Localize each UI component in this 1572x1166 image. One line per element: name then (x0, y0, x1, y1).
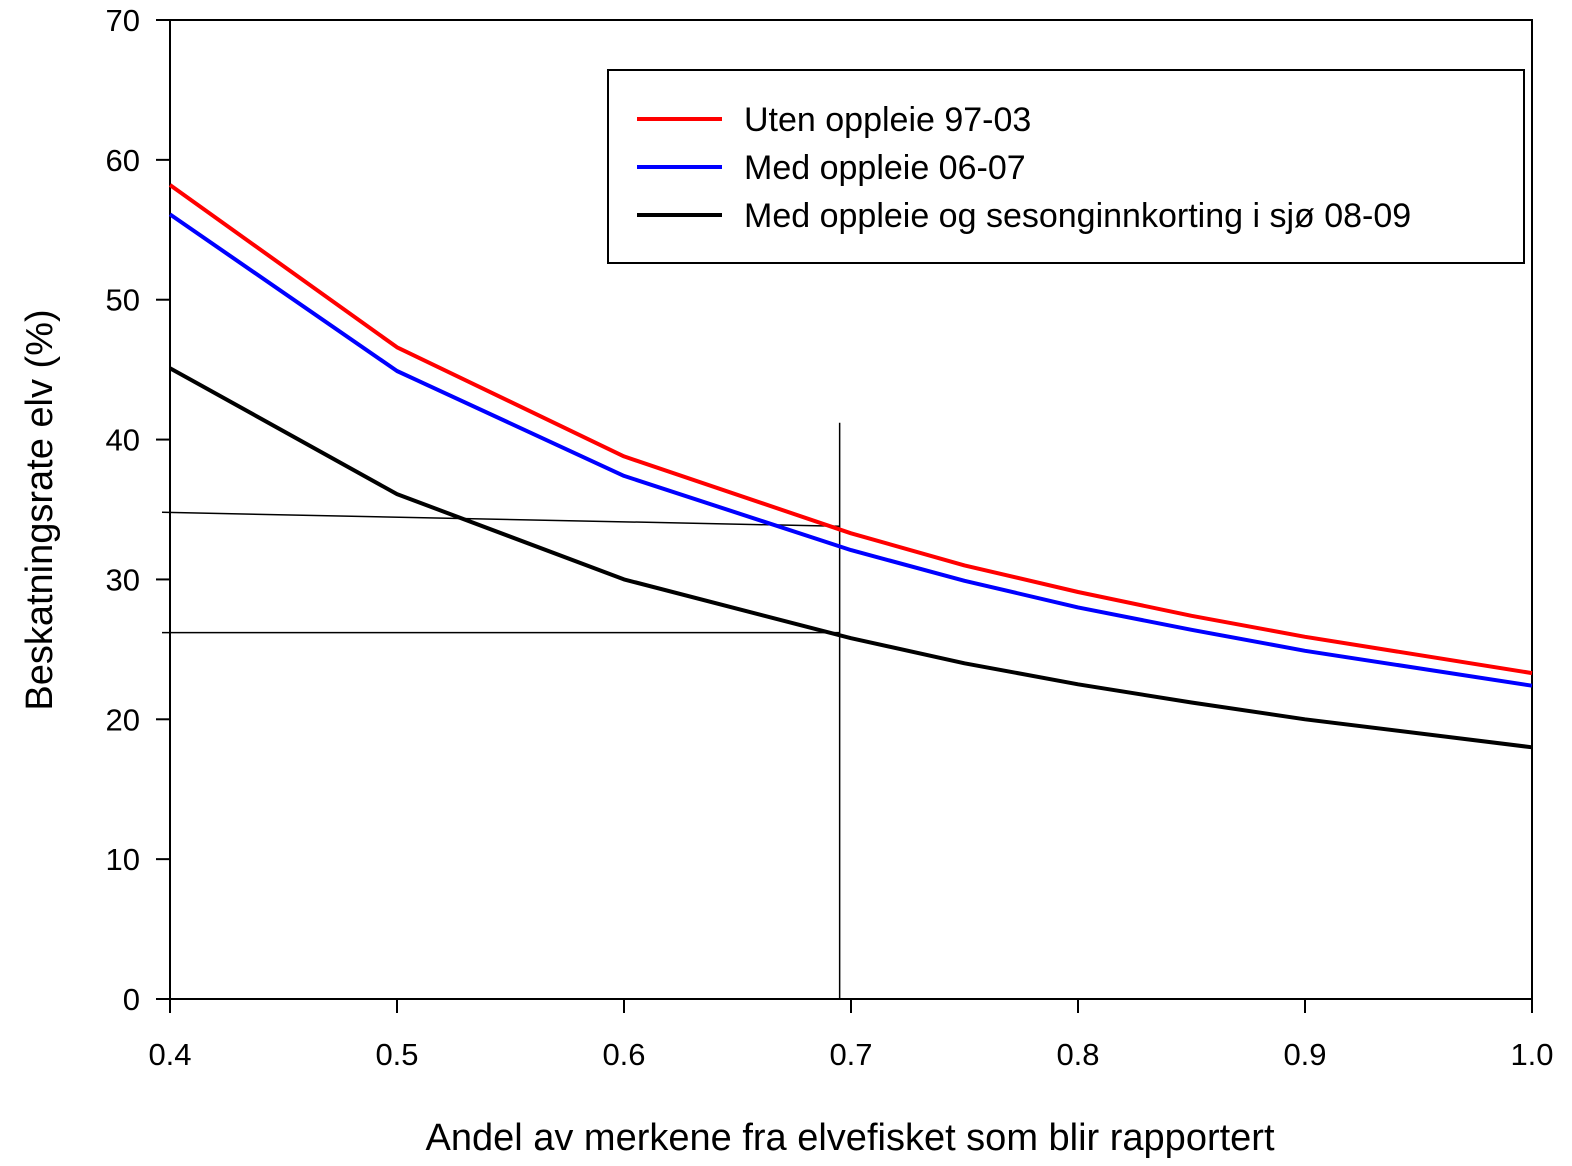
legend-label-2: Med oppleie 06-07 (744, 149, 1026, 187)
x-tick-label: 0.6 (602, 1037, 645, 1072)
y-tick-label: 70 (106, 3, 140, 38)
y-tick-label: 30 (106, 562, 140, 597)
y-tick-label: 60 (106, 143, 140, 178)
y-tick-label: 10 (106, 842, 140, 877)
x-tick-label: 0.5 (375, 1037, 418, 1072)
y-axis-title: Beskatningsrate elv (%) (19, 309, 61, 710)
x-tick-label: 0.8 (1056, 1037, 1099, 1072)
legend-label-3: Med oppleie og sesonginnkorting i sjø 08… (744, 197, 1411, 235)
y-tick-label: 0 (123, 982, 140, 1017)
series-line-2 (170, 214, 1532, 685)
x-axis: 0.4 0.5 0.6 0.7 0.8 0.9 1.0 (148, 999, 1553, 1072)
y-tick-label: 50 (106, 283, 140, 318)
x-tick-label: 0.9 (1283, 1037, 1326, 1072)
series-lines (170, 185, 1532, 747)
legend: Uten oppleie 97-03 Med oppleie 06-07 Med o… (608, 70, 1524, 263)
x-axis-title: Andel av merkene fra elvefisket som blir… (425, 1117, 1274, 1159)
series-line-3 (170, 368, 1532, 747)
y-axis: 0 10 20 30 40 50 60 70 (106, 3, 170, 1017)
x-tick-label: 0.4 (148, 1037, 191, 1072)
reference-lines (162, 423, 840, 999)
legend-label-1: Uten oppleie 97-03 (744, 101, 1031, 139)
y-tick-label: 20 (106, 702, 140, 737)
x-tick-label: 1.0 (1510, 1037, 1553, 1072)
y-tick-label: 40 (106, 423, 140, 458)
x-tick-label: 0.7 (829, 1037, 872, 1072)
